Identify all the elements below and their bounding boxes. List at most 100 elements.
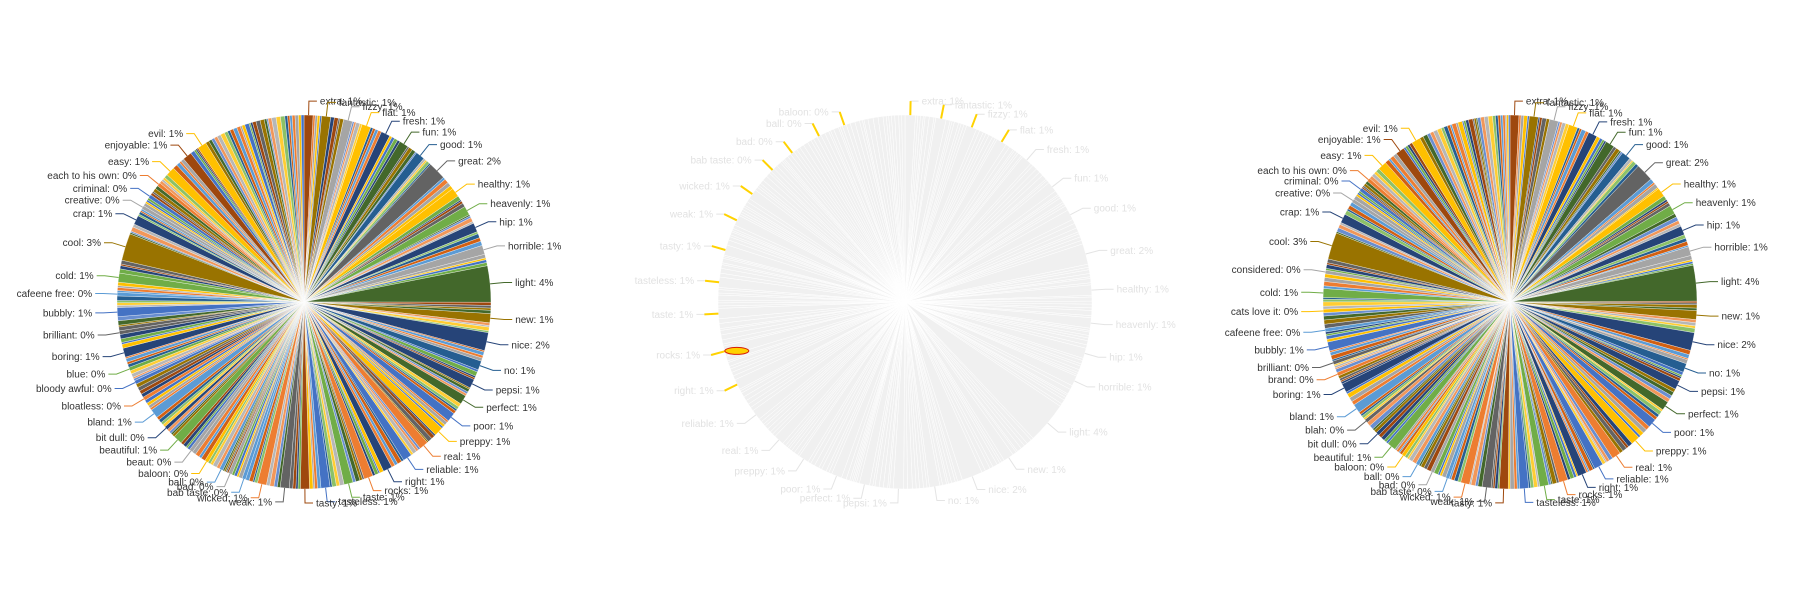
slice-label: brand: 0% <box>1268 375 1314 386</box>
highlight-leader <box>723 213 738 222</box>
leader-line <box>1523 488 1534 503</box>
slice-label: beautiful: 1% <box>99 446 157 457</box>
leader-line <box>463 399 484 408</box>
leader-line <box>160 439 178 451</box>
pie-slice[interactable] <box>901 114 906 303</box>
leader-line <box>216 473 231 488</box>
highlight-leader <box>711 245 726 251</box>
slice-label: cafeene free: 0% <box>17 289 93 300</box>
slice-label: preppy: 1% <box>1656 447 1707 458</box>
slice-label: ball: 0% <box>168 478 204 489</box>
slice-label: good: 1% <box>1646 140 1688 151</box>
slice-label: extra: 1% <box>320 97 362 108</box>
leader-line <box>1598 466 1614 480</box>
pie-slice[interactable] <box>300 114 305 303</box>
leader-line <box>114 382 136 389</box>
slice-label: criminal: 0% <box>73 184 128 195</box>
leader-line <box>1047 422 1067 433</box>
leader-line <box>479 365 501 371</box>
leader-line <box>934 486 945 501</box>
pie-chart-middle: extra: 1%fantastic: 1%fizzy: 1% flat: 1% f… <box>635 97 1176 510</box>
slice-label: wicked: 1% <box>196 493 248 504</box>
leader-line <box>1322 211 1344 219</box>
slice-label: pepsi: 1% <box>843 498 887 509</box>
leader-line <box>1625 144 1643 156</box>
highlight-leader <box>704 279 720 284</box>
leader-line <box>889 488 899 504</box>
highlight-leader <box>811 123 820 137</box>
leader-line <box>231 478 245 493</box>
slice-label: easy: 1% <box>1320 151 1361 162</box>
slice-label: bad: 0% <box>177 482 214 493</box>
leader-line <box>1051 177 1072 188</box>
slice-label: hip: 1% <box>499 217 532 228</box>
slice-label: light: 4% <box>515 278 553 289</box>
leader-line <box>1402 464 1418 478</box>
leader-line <box>1341 180 1361 190</box>
leader-line <box>186 133 203 146</box>
slice-label: reliable: 1% <box>1616 474 1668 485</box>
slice-label: evil: 1% <box>148 129 183 140</box>
slice-label: bad: 0% <box>736 137 773 148</box>
leader-line <box>471 383 493 391</box>
slice-label: horrible: 1% <box>508 241 561 252</box>
slice-label: perfect: 1% <box>1688 409 1739 420</box>
slice-label: cold: 1% <box>1260 288 1298 299</box>
slice-label: rocks: 1% <box>656 351 700 362</box>
leader-line <box>1323 387 1345 395</box>
slice-label: great: 2% <box>458 156 501 167</box>
slice-label: tasty: 1% <box>1451 498 1492 509</box>
slice-label: weak: 1% <box>1429 497 1473 508</box>
slice-label: preppy: 1% <box>460 437 511 448</box>
leader-line <box>436 160 456 172</box>
slice-label: each to his own: 0% <box>47 171 137 182</box>
slice-label: bab taste: 0% <box>167 488 228 499</box>
leader-line <box>1533 102 1544 117</box>
leader-line <box>1682 224 1704 231</box>
leader-line <box>170 144 188 157</box>
slice-label: new: 1% <box>515 315 553 326</box>
slice-label: nice: 2% <box>988 485 1026 496</box>
slice-label: real: 1% <box>444 452 481 463</box>
slice-label: each to his own: 0% <box>1257 166 1347 177</box>
leader-line <box>466 203 488 212</box>
leader-line <box>1336 408 1357 418</box>
leader-line <box>1476 487 1487 502</box>
leader-line <box>134 413 155 423</box>
highlight-leader <box>724 383 738 392</box>
slice-label: hip: 1% <box>1707 221 1740 232</box>
slice-label: healthy: 1% <box>478 180 530 191</box>
slice-label: rocks: 1% <box>1579 490 1623 501</box>
slice-label: tasty: 1% <box>660 242 701 253</box>
leader-line <box>1696 314 1719 317</box>
leader-line <box>95 311 118 314</box>
slice-label: right: 1% <box>1599 483 1639 494</box>
slice-label: brilliant: 0% <box>1257 363 1309 374</box>
leader-line <box>1635 440 1653 452</box>
leader-line <box>1609 131 1626 145</box>
leader-line <box>1301 310 1324 313</box>
leader-line <box>1310 241 1332 247</box>
slice-label: fresh: 1% <box>1047 145 1089 156</box>
leader-line <box>152 161 171 172</box>
slice-label: poor: 1% <box>473 421 513 432</box>
slice-label: preppy: 1% <box>734 466 785 477</box>
leader-line <box>325 101 336 117</box>
slice-label: blue: 0% <box>66 370 105 381</box>
slice-label: extra: 1% <box>1526 97 1568 108</box>
pie-slice[interactable] <box>1508 114 1511 303</box>
slice-label: new: 1% <box>1722 312 1760 323</box>
leader-line <box>325 487 336 503</box>
leader-line <box>1581 474 1596 488</box>
slice-label: new: 1% <box>1027 465 1065 476</box>
leader-line <box>450 416 471 427</box>
slice-label: good: 1% <box>440 140 482 151</box>
leader-line <box>304 488 313 504</box>
leader-line <box>823 475 837 490</box>
leader-line <box>736 414 757 424</box>
slice-label: easy: 1% <box>108 157 149 168</box>
slice-label: fantastic: 1% <box>1547 98 1604 109</box>
slice-label: perfect: 1% <box>800 494 851 505</box>
slice-label: ball: 0% <box>766 119 802 130</box>
leader-line <box>1387 455 1404 468</box>
